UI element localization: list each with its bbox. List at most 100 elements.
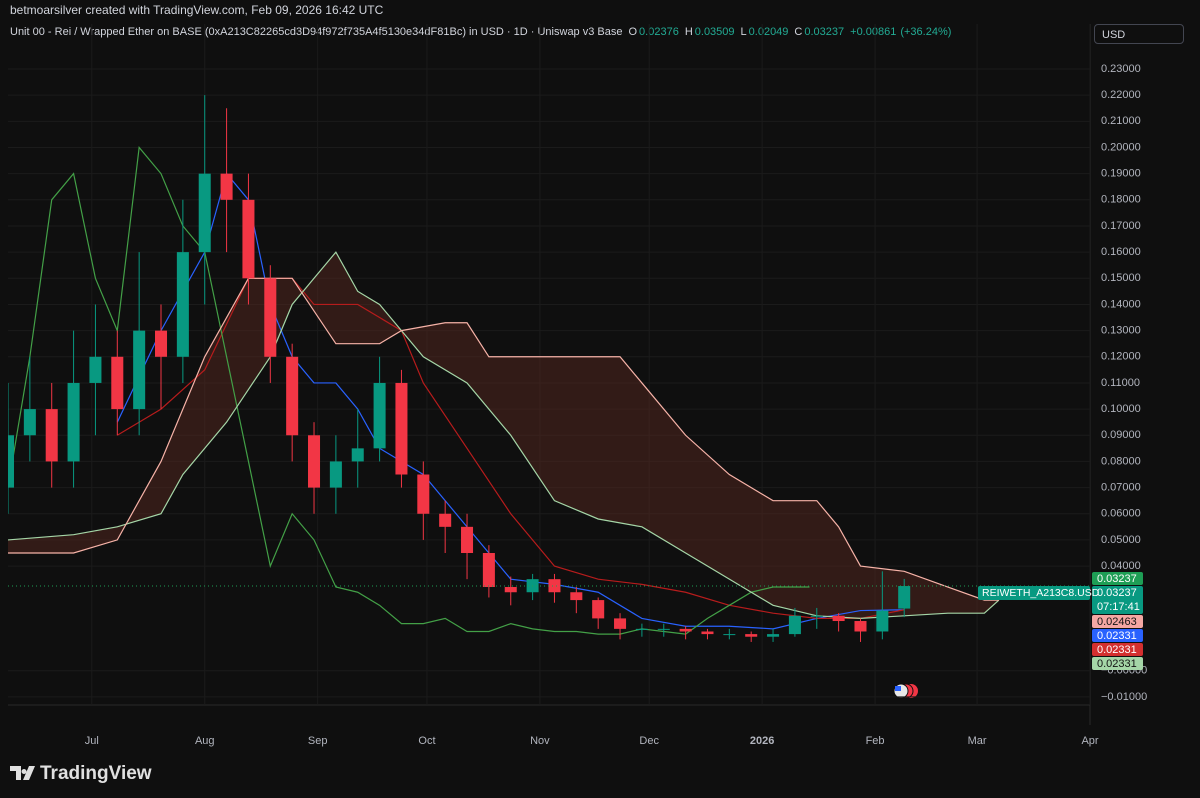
candle-body [439,513,452,527]
countdown: 07:17:41 [1097,601,1140,613]
ohlc-key: O [628,26,638,38]
candle-body [461,526,474,553]
x-tick-label: Sep [308,735,328,747]
y-tick-label: 0.18000 [1101,194,1141,206]
price-label: 0.02463 [1097,616,1137,628]
y-tick-label: 0.19000 [1101,168,1141,180]
y-tick-label: 0.22000 [1101,89,1141,101]
price-label-bg [1092,572,1143,586]
indicator-line [8,277,999,601]
candle-body [570,592,583,601]
candle-body [832,615,845,622]
candle-body [198,173,211,253]
y-tick-label: 0.07000 [1101,481,1141,493]
y-tick-label: 0.14000 [1101,298,1141,310]
candle-body [482,552,495,588]
x-tick-label: Oct [418,735,435,747]
brand: TradingView [10,763,152,785]
candle-body [767,634,780,637]
price-label-bg [1092,615,1143,629]
x-tick-label: Aug [195,735,215,747]
y-tick-label: 0.17000 [1101,220,1141,232]
candle-body [373,382,386,449]
candle-body [854,621,867,632]
x-tick-label: Jul [85,735,99,747]
price-label: 0.02331 [1097,630,1137,642]
y-tick-label: 0.12000 [1101,351,1141,363]
candle-body [23,409,36,436]
candle-body [876,610,889,632]
y-tick-label: 0.05000 [1101,534,1141,546]
candle-body [635,628,648,630]
price-label-bg [1092,586,1143,615]
indicator-line [8,146,810,635]
candle-body [788,615,801,635]
y-tick-label: 0.20000 [1101,141,1141,153]
candle-body [308,435,321,488]
legend: Unit 00 - Rei / Wrapped Ether on BASE (0… [10,26,951,38]
candle-body [89,356,102,383]
candle-body [67,382,80,462]
price-label-bg [1092,643,1143,657]
candle-body [417,474,430,514]
candle-body [351,448,364,462]
x-tick-label: Dec [639,735,659,747]
brand-text: TradingView [40,763,152,784]
ohlc-value: 0.02049 [748,26,789,38]
candle-body [723,634,736,636]
candle-body [504,587,517,593]
candle-body [329,461,342,488]
ohlc-key: L [740,26,747,38]
candle-body [45,409,58,462]
candle-body [810,615,823,617]
currency-button[interactable]: USD [1094,24,1184,44]
symbol: Unit 00 - Rei / Wrapped Ether on BASE (0… [10,26,623,38]
plot-area [8,24,1090,705]
ohlc-value: 0.03237 [804,26,845,38]
y-tick-label: 0.15000 [1101,272,1141,284]
y-tick-label: 0.06000 [1101,508,1141,520]
y-tick-label: 0.09000 [1101,429,1141,441]
candle-body [220,173,233,200]
ohlc-value: 0.03509 [694,26,735,38]
x-tick-label: Mar [968,735,987,747]
ohlc-key: H [684,26,693,38]
candle-body [395,382,408,475]
price-label: 0.03237 [1097,573,1137,585]
price-label-bg [1092,657,1143,671]
candle-body [614,618,627,629]
symbol-tag-bg [978,586,1090,601]
candle-body [8,435,15,488]
candle-body [679,628,692,632]
price-label: 0.02331 [1097,644,1137,656]
candle-body [657,628,670,630]
candle-body [264,278,277,357]
brand-logo [10,766,35,780]
x-tick-label: 2026 [750,735,774,747]
y-tick-label: 0.10000 [1101,403,1141,415]
candle-body [242,199,255,279]
x-tick-label: Apr [1081,735,1098,747]
price-label: 0.03237 [1097,587,1137,599]
candle-body [133,330,146,410]
y-tick-label: −0.01000 [1101,691,1147,703]
change: +0.00861 [850,26,897,38]
candle-body [898,586,911,609]
candle-body [592,600,605,619]
x-tick-label: Feb [866,735,885,747]
candle-body [286,356,299,436]
y-tick-label: 0.08000 [1101,455,1141,467]
candle-body [701,631,714,635]
y-tick-label: 0.21000 [1101,115,1141,127]
cloud [8,252,999,619]
header: betmoarsilver created with TradingView.c… [10,3,384,17]
y-tick-label: 0.13000 [1101,325,1141,337]
candle-body [176,252,189,357]
y-tick-label: 0.04000 [1101,560,1141,572]
symbol-tag: REIWETH_A213C8.USD [982,587,1100,599]
price-label-bg [1092,629,1143,643]
candle-body [111,356,124,410]
x-tick-label: Nov [530,735,550,747]
